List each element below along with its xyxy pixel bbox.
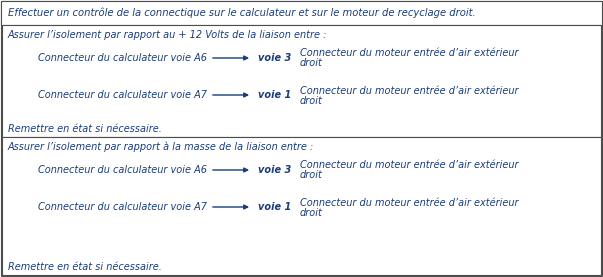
Text: voie 1: voie 1 [258, 202, 291, 212]
Text: Remettre en état si nécessaire.: Remettre en état si nécessaire. [8, 262, 162, 272]
Text: Connecteur du calculateur voie A6: Connecteur du calculateur voie A6 [38, 53, 207, 63]
Text: droit: droit [300, 96, 323, 106]
Text: Assurer l’isolement par rapport au + 12 Volts de la liaison entre :: Assurer l’isolement par rapport au + 12 … [8, 30, 327, 40]
Text: Connecteur du moteur entrée d’air extérieur: Connecteur du moteur entrée d’air extéri… [300, 198, 519, 207]
Text: Connecteur du calculateur voie A6: Connecteur du calculateur voie A6 [38, 165, 207, 175]
Text: droit: droit [300, 171, 323, 181]
Text: voie 3: voie 3 [258, 165, 291, 175]
Text: Connecteur du calculateur voie A7: Connecteur du calculateur voie A7 [38, 202, 207, 212]
Text: voie 1: voie 1 [258, 90, 291, 100]
Text: droit: droit [300, 58, 323, 68]
Text: Connecteur du moteur entrée d’air extérieur: Connecteur du moteur entrée d’air extéri… [300, 48, 519, 58]
Text: Assurer l’isolement par rapport à la masse de la liaison entre :: Assurer l’isolement par rapport à la mas… [8, 142, 314, 152]
Text: Connecteur du calculateur voie A7: Connecteur du calculateur voie A7 [38, 90, 207, 100]
Text: droit: droit [300, 207, 323, 217]
Bar [2, 25, 601, 137]
Text: Effectuer un contrôle de la connectique sur le calculateur et sur le moteur de r: Effectuer un contrôle de la connectique … [8, 8, 476, 18]
Text: Connecteur du moteur entrée d’air extérieur: Connecteur du moteur entrée d’air extéri… [300, 160, 519, 171]
Text: Connecteur du moteur entrée d’air extérieur: Connecteur du moteur entrée d’air extéri… [300, 86, 519, 96]
Text: Remettre en état si nécessaire.: Remettre en état si nécessaire. [8, 124, 162, 134]
Text: voie 3: voie 3 [258, 53, 291, 63]
Bar [1, 1, 602, 25]
Bar [2, 137, 601, 275]
